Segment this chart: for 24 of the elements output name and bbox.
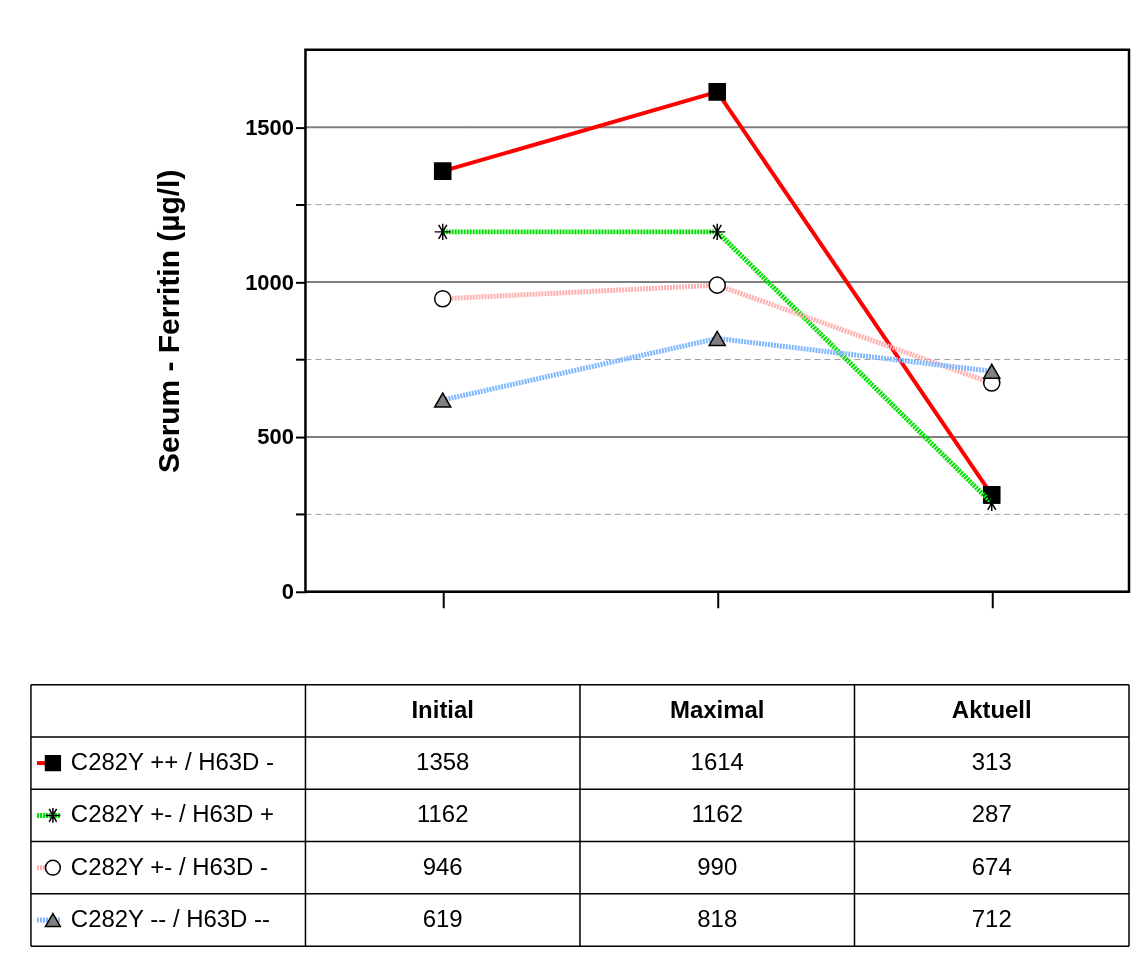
legend-label: C282Y +- / H63D + <box>70 800 275 828</box>
y-tick-label: 0 <box>281 579 294 605</box>
data-label: 287 <box>971 800 1012 828</box>
data-label: 1162 <box>416 800 469 828</box>
data-label: 1162 <box>691 800 743 828</box>
data-label: 674 <box>971 852 1012 880</box>
data-label: 818 <box>697 905 738 932</box>
legend-label: C282Y -- / H63D -- <box>70 905 270 932</box>
y-tick-label: 500 <box>257 424 294 450</box>
y-axis-title: Serum - Ferritin (µg/l) <box>152 169 186 473</box>
data-label: 946 <box>422 852 463 880</box>
legend-label: C282Y ++ / H63D - <box>70 748 275 776</box>
y-tick-label: 1000 <box>245 269 294 295</box>
data-label: 990 <box>697 852 738 880</box>
legend-label: C282Y +- / H63D - <box>70 852 269 880</box>
data-label: 619 <box>422 905 463 932</box>
data-label: 712 <box>971 905 1012 932</box>
data-label: 1358 <box>416 748 470 776</box>
data-label: 1614 <box>690 748 744 776</box>
x-tick-label: Maximal <box>670 695 765 723</box>
data-label: 313 <box>971 748 1012 776</box>
x-tick-label: Aktuell <box>951 695 1032 723</box>
x-tick-label: Initial <box>411 695 474 723</box>
y-tick-label: 1500 <box>245 114 294 140</box>
